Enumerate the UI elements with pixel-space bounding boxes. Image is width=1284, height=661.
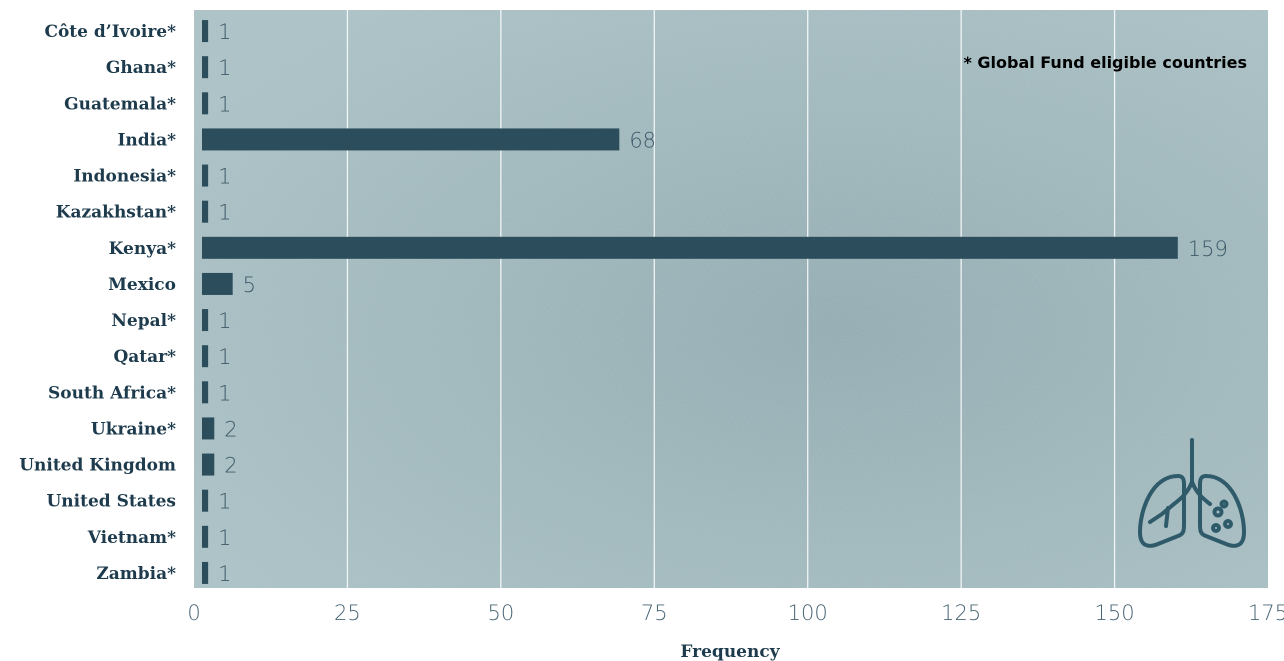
x-tick-label: 125 xyxy=(941,601,981,625)
plot-texture xyxy=(194,10,1268,588)
value-label: 68 xyxy=(629,128,656,152)
category-label: India* xyxy=(117,130,176,150)
category-label: Guatemala* xyxy=(64,94,176,114)
lungs-icon xyxy=(1138,438,1246,548)
x-tick-labels: 0 25 50 75 100 125 150 175 xyxy=(187,601,1284,625)
category-label: United Kingdom xyxy=(19,456,176,476)
x-tick-label: 150 xyxy=(1095,601,1135,625)
bar xyxy=(202,453,215,476)
x-tick-label: 50 xyxy=(487,601,514,625)
value-label: 1 xyxy=(218,381,231,405)
value-label: 1 xyxy=(218,526,231,550)
x-tick-label: 175 xyxy=(1248,601,1284,625)
category-label: Kazakhstan* xyxy=(56,203,176,223)
value-label: 5 xyxy=(243,273,256,297)
bar xyxy=(202,164,209,187)
bar xyxy=(202,128,620,151)
value-label: 159 xyxy=(1188,237,1228,261)
x-tick-label: 100 xyxy=(788,601,828,625)
bar xyxy=(202,272,233,295)
category-label: Nepal* xyxy=(111,311,176,331)
category-label: Côte d’Ivoire* xyxy=(44,22,176,42)
category-label: Vietnam* xyxy=(87,528,176,548)
value-label: 1 xyxy=(218,562,231,586)
bar xyxy=(202,236,1178,259)
gridlines xyxy=(346,10,1116,588)
bar xyxy=(202,200,209,223)
category-label: Indonesia* xyxy=(73,167,176,187)
value-label: 1 xyxy=(218,92,231,116)
bar xyxy=(202,56,209,79)
value-label: 1 xyxy=(218,56,231,80)
category-label: Zambia* xyxy=(96,564,176,584)
category-label: Ukraine* xyxy=(91,419,176,439)
bar xyxy=(202,417,215,440)
category-label: Ghana* xyxy=(106,58,176,78)
bar xyxy=(202,92,209,115)
bar xyxy=(202,525,209,548)
value-label: 1 xyxy=(218,20,231,44)
bar xyxy=(202,561,209,584)
bar xyxy=(202,381,209,404)
category-label: South Africa* xyxy=(48,383,176,403)
annotation-note: * Global Fund eligible countries xyxy=(963,53,1247,72)
bars xyxy=(202,20,1178,584)
bar xyxy=(202,309,209,332)
bar xyxy=(202,345,209,368)
value-label: 2 xyxy=(224,454,237,478)
value-label: 2 xyxy=(224,417,237,441)
category-label: United States xyxy=(46,492,176,512)
bar xyxy=(202,489,209,512)
x-tick-label: 75 xyxy=(641,601,668,625)
value-label: 1 xyxy=(218,345,231,369)
value-label: 1 xyxy=(218,165,231,189)
x-axis-label: Frequency xyxy=(680,642,780,661)
plot-background xyxy=(194,10,1268,588)
category-label: Qatar* xyxy=(113,347,176,367)
value-label: 1 xyxy=(218,490,231,514)
x-tick-label: 25 xyxy=(334,601,361,625)
x-tick-label: 0 xyxy=(187,601,200,625)
category-label: Kenya* xyxy=(109,239,176,259)
category-labels: Côte d’Ivoire* Ghana* Guatemala* India* Indo… xyxy=(19,22,176,584)
bar xyxy=(202,20,209,43)
category-label: Mexico xyxy=(108,275,176,295)
value-label: 1 xyxy=(218,309,231,333)
value-label: 1 xyxy=(218,201,231,225)
